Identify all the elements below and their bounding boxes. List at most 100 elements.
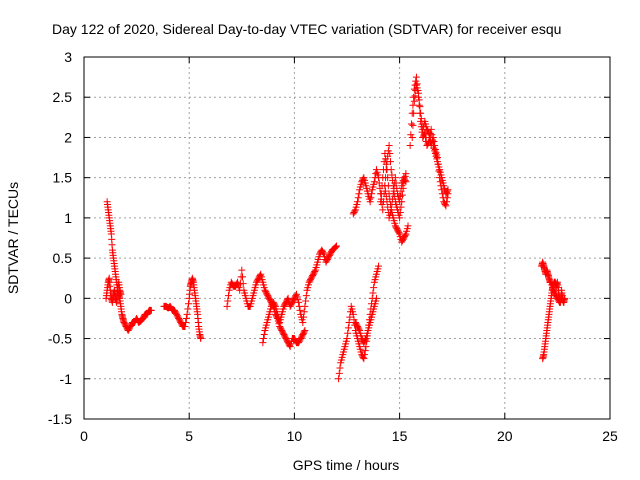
- data-point: [239, 280, 247, 288]
- data-point: [415, 96, 423, 104]
- data-point: [406, 141, 414, 149]
- data-point: [147, 306, 155, 314]
- data-point: [367, 194, 375, 202]
- y-tick-label: 2: [64, 129, 72, 145]
- axis-ticks: [83, 56, 611, 420]
- data-point: [197, 335, 205, 343]
- data-point: [319, 249, 327, 257]
- data-point: [359, 175, 367, 183]
- series-arc-1a: [103, 198, 125, 298]
- series-arc-3: [223, 266, 309, 351]
- data-point: [355, 325, 363, 333]
- data-point: [343, 335, 351, 343]
- data-point: [379, 206, 387, 214]
- x-tick-label: 25: [602, 428, 618, 444]
- data-point: [355, 190, 363, 198]
- data-point: [433, 154, 441, 162]
- series-arc-2: [160, 274, 205, 343]
- grid-lines: [84, 57, 610, 419]
- data-point: [382, 160, 390, 168]
- data-point: [382, 187, 390, 195]
- data-point: [184, 305, 192, 313]
- data-point: [404, 222, 412, 230]
- data-point: [435, 167, 443, 175]
- series-arc-4b: [351, 294, 380, 347]
- y-tick-label: -1.5: [48, 411, 72, 427]
- data-point: [388, 171, 396, 179]
- data-point: [302, 297, 310, 305]
- series-arc-3b: [259, 242, 340, 347]
- data-point: [387, 206, 395, 214]
- data-point: [184, 300, 192, 308]
- x-tick-label: 10: [287, 428, 303, 444]
- data-point: [183, 310, 191, 318]
- data-point: [351, 207, 359, 215]
- data-point: [430, 137, 438, 145]
- y-tick-label: 0: [64, 290, 72, 306]
- data-point: [409, 121, 417, 129]
- data-point: [377, 198, 385, 206]
- data-point: [436, 174, 444, 182]
- data-point: [335, 369, 343, 377]
- chart-title: Day 122 of 2020, Sidereal Day-to-day VTE…: [52, 21, 561, 37]
- data-point: [560, 298, 568, 306]
- data-point: [301, 302, 309, 310]
- data-point: [417, 115, 425, 123]
- x-axis-label: GPS time / hours: [293, 457, 400, 473]
- y-tick-label: 0.5: [53, 250, 73, 266]
- data-point: [224, 292, 232, 300]
- data-point: [300, 313, 308, 321]
- data-point: [377, 190, 385, 198]
- data-point: [382, 155, 390, 163]
- data-point: [411, 92, 419, 100]
- data-point: [397, 187, 405, 195]
- data-point: [402, 178, 410, 186]
- data-point: [182, 318, 190, 326]
- data-point: [409, 101, 417, 109]
- data-point: [335, 375, 343, 383]
- data-point: [300, 308, 308, 316]
- data-point: [384, 174, 392, 182]
- data-point: [438, 186, 446, 194]
- data-point: [354, 198, 362, 206]
- y-tick-labels: -1.5 -1 -0.5 0 0.5 1 1.5 2 2.5 3: [48, 49, 72, 427]
- data-point: [424, 128, 432, 136]
- data-point: [370, 178, 378, 186]
- data-point: [425, 129, 433, 137]
- data-point: [410, 97, 418, 105]
- x-tick-label: 20: [497, 428, 513, 444]
- data-point: [396, 198, 404, 206]
- data-point: [345, 318, 353, 326]
- data-point: [360, 355, 368, 363]
- y-tick-label: 2.5: [53, 89, 73, 105]
- data-point: [382, 192, 390, 200]
- data-point: [354, 194, 362, 202]
- data-point: [239, 273, 247, 281]
- y-tick-label: 1: [64, 210, 72, 226]
- data-points: [102, 73, 569, 383]
- data-point: [417, 109, 425, 117]
- data-point: [442, 202, 450, 210]
- data-point: [300, 328, 308, 336]
- data-point: [386, 158, 394, 166]
- data-point: [429, 133, 437, 141]
- data-point: [434, 160, 442, 168]
- data-point: [384, 203, 392, 211]
- y-tick-label: -1: [60, 371, 73, 387]
- data-point: [331, 244, 339, 252]
- series-arc-7b: [538, 258, 568, 306]
- data-point: [311, 268, 319, 276]
- data-point: [292, 292, 300, 300]
- data-point: [395, 229, 403, 237]
- series-arc-6b: [408, 81, 452, 210]
- data-point: [385, 141, 393, 149]
- data-point: [296, 306, 304, 314]
- data-point: [361, 351, 369, 359]
- y-tick-label: -0.5: [48, 331, 72, 347]
- series-arc-5c: [381, 174, 410, 222]
- data-point: [410, 109, 418, 117]
- data-point: [381, 182, 389, 190]
- data-point: [559, 297, 567, 305]
- data-point: [259, 339, 267, 347]
